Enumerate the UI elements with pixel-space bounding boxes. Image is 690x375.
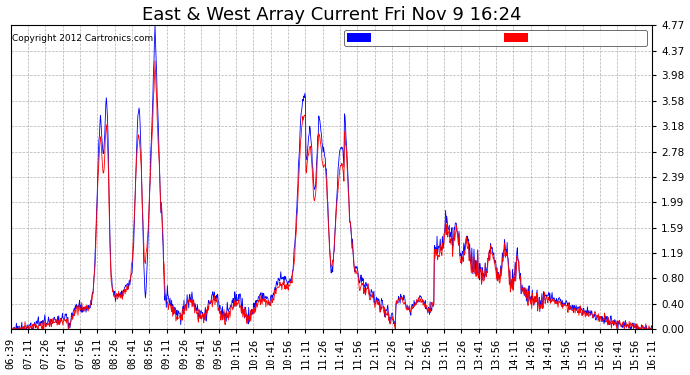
East Array  (DC Amps) [357, 280, 366, 285]
East Array  (DC Amps) [285, 280, 293, 285]
West Array  (DC Amps) [151, 58, 159, 63]
East Array  (DC Amps) [223, 300, 231, 304]
East Array  (DC Amps) [151, 23, 159, 27]
West Array  (DC Amps) [344, 194, 353, 198]
West Array  (DC Amps) [8, 327, 17, 332]
West Array  (DC Amps) [358, 281, 366, 286]
Legend: East Array  (DC Amps), West Array  (DC Amps): East Array (DC Amps), West Array (DC Amp… [344, 30, 647, 46]
East Array  (DC Amps) [115, 294, 123, 298]
West Array  (DC Amps) [648, 326, 656, 331]
West Array  (DC Amps) [92, 229, 100, 234]
East Array  (DC Amps) [92, 239, 100, 244]
West Array  (DC Amps) [224, 310, 232, 315]
East Array  (DC Amps) [6, 327, 14, 332]
East Array  (DC Amps) [344, 182, 353, 186]
Line: East Array  (DC Amps): East Array (DC Amps) [10, 25, 652, 329]
Text: Copyright 2012 Cartronics.com: Copyright 2012 Cartronics.com [12, 34, 153, 43]
West Array  (DC Amps) [115, 293, 124, 298]
West Array  (DC Amps) [6, 324, 14, 328]
West Array  (DC Amps) [286, 283, 294, 288]
East Array  (DC Amps) [648, 325, 656, 329]
Title: East & West Array Current Fri Nov 9 16:24: East & West Array Current Fri Nov 9 16:2… [141, 6, 521, 24]
Line: West Array  (DC Amps): West Array (DC Amps) [10, 61, 652, 329]
